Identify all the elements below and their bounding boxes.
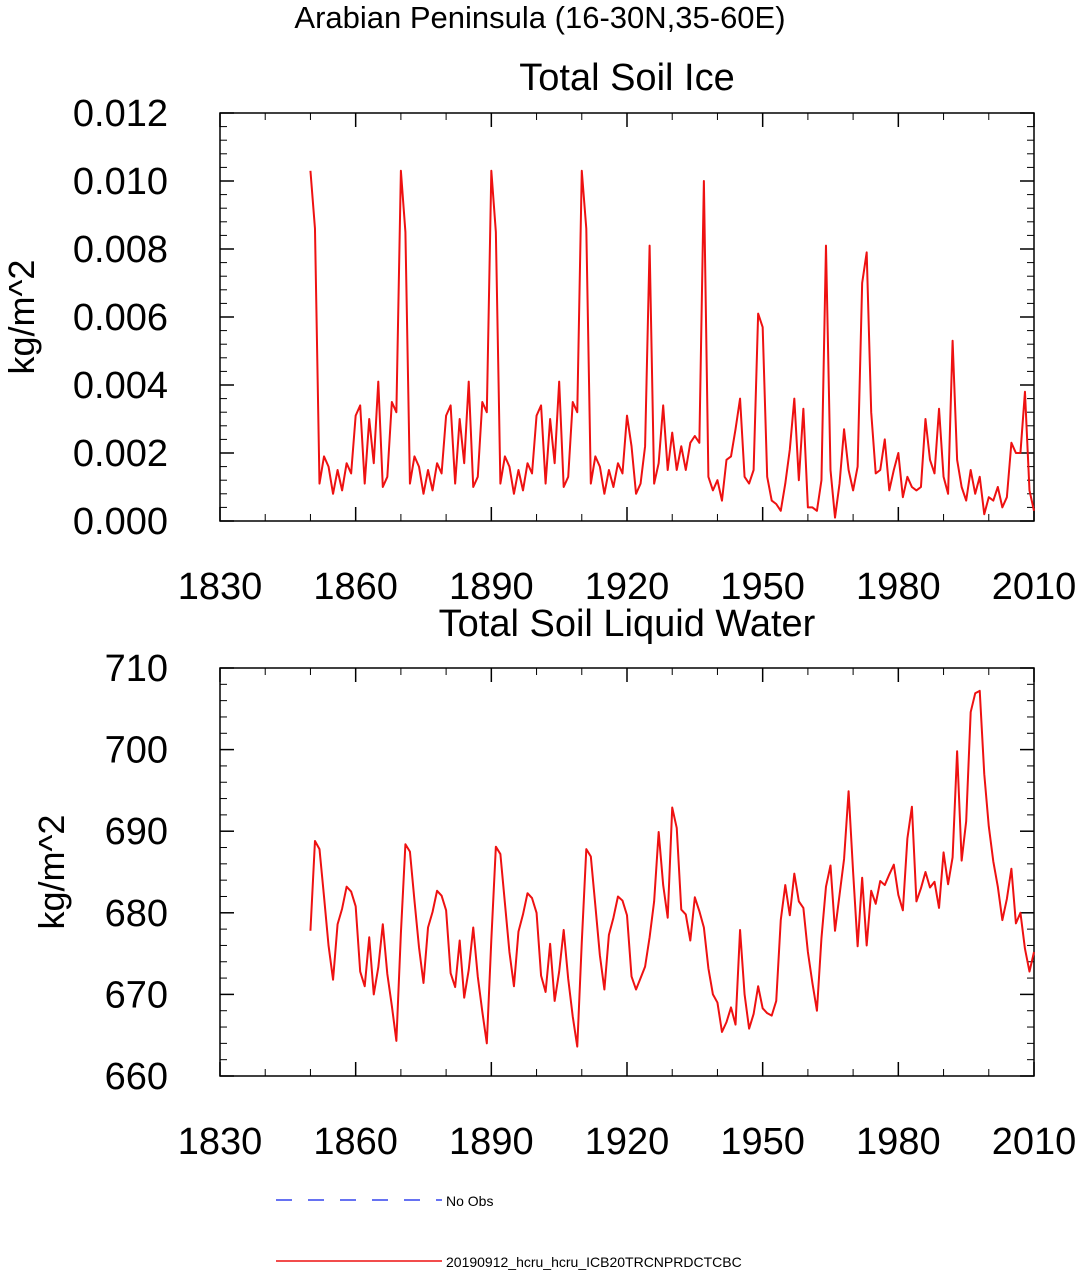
series-line (309, 169, 1035, 519)
plot-frame (219, 667, 1035, 1077)
y-tick-label: 690 (105, 811, 168, 853)
x-tick-label: 1830 (178, 566, 263, 608)
y-tick-label: 680 (105, 893, 168, 935)
y-tick-label: 670 (105, 974, 168, 1016)
y-tick-label: 0.004 (73, 365, 168, 407)
y-tick-label: 0.002 (73, 433, 168, 475)
x-tick-label: 2010 (992, 1121, 1077, 1163)
plot-frame (219, 112, 1035, 522)
x-tick-label: 2010 (992, 566, 1077, 608)
x-tick-label: 1890 (449, 566, 534, 608)
y-tick-label: 0.006 (73, 297, 168, 339)
x-tick-label: 1980 (856, 566, 941, 608)
series-line (309, 689, 1035, 1048)
chart-panel-total-soil-liquid-water: Total Soil Liquid Water kg/m^2 1830 1860 1… (31, 603, 1076, 1163)
chart-panel-total-soil-ice: Total Soil Ice kg/m^2 1830 1860 1890 1920 19… (1, 57, 1076, 608)
x-tick-label: 1920 (585, 1121, 670, 1163)
chart-title: Total Soil Ice (519, 57, 734, 99)
x-tick-label: 1860 (313, 1121, 398, 1163)
y-tick-label: 700 (105, 730, 168, 772)
legend-label-no-obs: No Obs (446, 1193, 493, 1209)
y-tick-label: 660 (105, 1056, 168, 1098)
y-tick-label: 0.010 (73, 161, 168, 203)
x-tick-label: 1950 (720, 1121, 805, 1163)
y-tick-label: 0.012 (73, 93, 168, 135)
figure-title: Arabian Peninsula (16-30N,35-60E) (294, 0, 785, 35)
y-tick-label: 710 (105, 648, 168, 690)
x-tick-label: 1890 (449, 1121, 534, 1163)
chart-title: Total Soil Liquid Water (439, 603, 816, 645)
legend-label-model-run: 20190912_hcru_hcru_ICB20TRCNPRDCTCBC (446, 1254, 742, 1270)
x-tick-label: 1980 (856, 1121, 941, 1163)
x-tick-label: 1830 (178, 1121, 263, 1163)
x-tick-label: 1920 (585, 566, 670, 608)
y-axis-label: kg/m^2 (1, 260, 42, 375)
y-tick-label: 0.008 (73, 229, 168, 271)
x-tick-label: 1860 (313, 566, 398, 608)
y-tick-label: 0.000 (73, 501, 168, 543)
legend: No Obs 20190912_hcru_hcru_ICB20TRCNPRDCT… (276, 1193, 742, 1270)
y-axis-label: kg/m^2 (31, 815, 72, 930)
x-tick-label: 1950 (720, 566, 805, 608)
